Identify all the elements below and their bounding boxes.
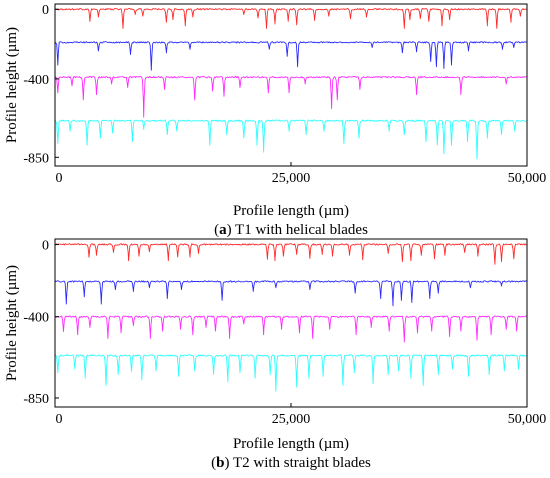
panel-b-y-axis-label: Profile height (µm) bbox=[4, 265, 20, 381]
panel-b-x-ticks: 0 25,000 50,000 bbox=[54, 403, 547, 427]
profile-trace bbox=[54, 119, 527, 160]
panel-a-y-ticks: 0 -400 -850 bbox=[23, 3, 59, 166]
panel-a-axes-frame bbox=[54, 3, 528, 167]
profile-trace bbox=[54, 41, 527, 71]
y-tick-label: -850 bbox=[23, 151, 49, 166]
panel-b-caption-text: T2 with straight blades bbox=[233, 455, 371, 471]
panel-b-caption: (b) T2 with straight blades bbox=[211, 455, 371, 471]
y-tick-label: -850 bbox=[23, 392, 49, 407]
panel-a-traces bbox=[54, 8, 527, 160]
profile-trace bbox=[54, 243, 527, 265]
x-tick-label: 25,000 bbox=[272, 171, 311, 186]
profile-trace bbox=[54, 8, 527, 29]
panel-b-axes-frame bbox=[54, 238, 528, 408]
panel-a-caption-text: T1 with helical blades bbox=[235, 222, 368, 238]
y-tick-label: -400 bbox=[23, 311, 49, 326]
y-tick-label: 0 bbox=[42, 3, 49, 18]
panel-a-y-axis-label: Profile height (µm) bbox=[4, 27, 20, 143]
x-tick-label: 0 bbox=[56, 412, 63, 427]
panel-b: 0 -400 -850 0 25,000 50,000 Profile height (… bbox=[4, 238, 546, 471]
panel-b-y-ticks: 0 -400 -850 bbox=[23, 238, 59, 407]
y-tick-label: -400 bbox=[23, 73, 49, 88]
x-tick-label: 0 bbox=[56, 171, 63, 186]
profile-trace bbox=[54, 280, 527, 307]
y-tick-label: 0 bbox=[42, 238, 49, 253]
x-tick-label: 25,000 bbox=[272, 412, 311, 427]
panel-b-x-axis-label: Profile length (µm) bbox=[233, 436, 349, 452]
profile-trace bbox=[54, 354, 527, 392]
profile-trace bbox=[55, 76, 527, 118]
x-tick-label: 50,000 bbox=[508, 412, 547, 427]
profile-trace bbox=[54, 315, 527, 343]
panel-a-x-ticks: 0 25,000 50,000 bbox=[54, 162, 547, 186]
panel-a-caption: (a) T1 with helical blades bbox=[214, 222, 368, 238]
panel-b-letter: b bbox=[216, 455, 224, 471]
panel-a-letter: a bbox=[219, 222, 227, 238]
panel-b-traces bbox=[54, 243, 527, 392]
panel-a: 0 -400 -850 0 25,000 50,000 Profile height (… bbox=[4, 3, 546, 238]
x-tick-label: 50,000 bbox=[508, 171, 547, 186]
panel-a-x-axis-label: Profile length (µm) bbox=[233, 203, 349, 219]
